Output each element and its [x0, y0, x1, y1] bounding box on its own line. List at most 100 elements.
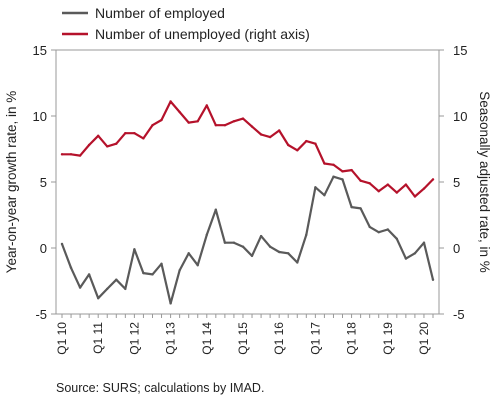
plot-frame	[55, 49, 440, 315]
point-employed	[250, 254, 254, 258]
point-employed	[395, 237, 398, 240]
y-tick-label-left: 10	[33, 109, 47, 124]
x-tick-label: Q1 10	[55, 322, 69, 355]
point-employed	[196, 264, 199, 267]
y-axis-title-left: Year-on-year growth rate, in %	[4, 91, 19, 274]
point-employed	[187, 252, 190, 255]
series-lines	[60, 100, 435, 305]
y-axis-title-right: Seasonally adjusted rate, in %	[477, 91, 490, 273]
x-tick-label: Q1 11	[91, 322, 105, 354]
point-employed	[278, 250, 281, 254]
legend-label-unemployed: Number of unemployed (right axis)	[95, 26, 310, 42]
y-tick-label-right: 0	[453, 241, 460, 256]
point-unemployed	[169, 100, 172, 103]
point-employed	[87, 273, 91, 276]
point-employed	[268, 245, 272, 248]
y-tick-label-left: 5	[40, 175, 47, 190]
point-employed	[259, 234, 263, 238]
x-tick-label: Q1 14	[200, 322, 214, 355]
point-employed	[205, 233, 208, 236]
point-employed	[214, 208, 217, 211]
point-unemployed	[69, 153, 73, 156]
point-unemployed	[151, 124, 154, 127]
point-unemployed	[368, 182, 371, 185]
point-unemployed	[142, 137, 145, 140]
legend: Number of employed Number of unemployed …	[62, 5, 310, 42]
point-unemployed	[404, 183, 408, 186]
point-unemployed	[97, 134, 100, 137]
point-employed	[241, 245, 245, 248]
point-unemployed	[350, 168, 353, 172]
point-unemployed	[323, 162, 326, 165]
point-unemployed	[259, 133, 263, 136]
x-tick-label: Q1 15	[236, 322, 250, 355]
point-unemployed	[106, 145, 109, 148]
point-unemployed	[413, 195, 417, 198]
point-unemployed	[287, 143, 290, 147]
point-unemployed	[431, 178, 435, 181]
x-tick-label: Q1 12	[127, 322, 141, 355]
x-ticks: Q1 10 Q1 11 Q1 12 Q1 13 Q1 14 Q1 15 Q1 16 Q1 17…	[55, 314, 434, 355]
point-unemployed	[422, 187, 426, 190]
point-employed	[350, 205, 353, 209]
point-employed	[115, 278, 118, 281]
point-unemployed	[341, 170, 344, 173]
point-employed	[169, 302, 172, 305]
legend-label-employed: Number of employed	[95, 5, 225, 21]
point-unemployed	[314, 142, 317, 145]
point-unemployed	[133, 132, 136, 135]
y-tick-label-right: 10	[453, 109, 467, 124]
point-unemployed	[124, 132, 127, 135]
point-employed	[422, 241, 426, 244]
point-unemployed	[178, 110, 181, 114]
point-employed	[323, 194, 326, 197]
x-tick-label: Q1 16	[272, 322, 286, 355]
point-employed	[97, 297, 100, 300]
point-unemployed	[395, 191, 398, 194]
point-employed	[60, 242, 64, 246]
point-unemployed	[250, 125, 254, 128]
point-employed	[106, 287, 109, 291]
point-unemployed	[205, 104, 208, 107]
series-line-employed	[60, 175, 435, 305]
source-note: Source: SURS; calculations by IMAD.	[56, 381, 264, 395]
point-unemployed	[278, 129, 281, 132]
point-employed	[368, 225, 371, 229]
point-unemployed	[232, 120, 236, 123]
point-employed	[124, 287, 127, 291]
point-employed	[133, 248, 136, 251]
point-unemployed	[196, 120, 199, 123]
x-tick-label: Q1 19	[381, 322, 395, 355]
x-tick-label: Q1 17	[308, 322, 322, 355]
point-unemployed	[377, 190, 380, 193]
point-employed	[377, 231, 380, 234]
point-employed	[314, 186, 317, 189]
point-employed	[386, 228, 389, 231]
point-employed	[404, 257, 408, 260]
point-unemployed	[187, 121, 190, 124]
point-employed	[142, 271, 145, 275]
y-tick-label-right: 15	[453, 43, 467, 58]
point-employed	[69, 266, 73, 269]
point-employed	[413, 252, 417, 255]
point-employed	[341, 178, 344, 181]
point-employed	[232, 241, 236, 244]
point-unemployed	[268, 135, 272, 139]
y-ticks-left: 15 10 5 0 -5	[33, 43, 56, 322]
point-employed	[151, 273, 154, 276]
point-unemployed	[115, 142, 118, 145]
point-employed	[178, 269, 181, 272]
x-tick-label: Q1 20	[417, 322, 431, 355]
series-line-unemployed	[60, 100, 435, 198]
y-tick-label-right: 5	[453, 175, 460, 190]
point-employed	[332, 175, 335, 178]
point-unemployed	[223, 124, 227, 127]
y-tick-label-left: -5	[35, 307, 47, 322]
point-unemployed	[78, 154, 82, 157]
y-tick-label-left: 0	[40, 241, 47, 256]
point-unemployed	[60, 153, 64, 156]
point-unemployed	[359, 179, 362, 182]
x-tick-label: Q1 13	[164, 322, 178, 355]
point-employed	[305, 233, 308, 236]
